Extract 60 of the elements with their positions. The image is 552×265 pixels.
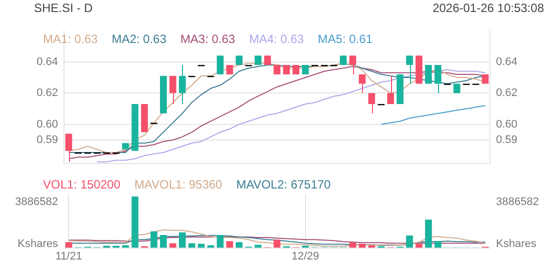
text: Kshares <box>496 238 536 250</box>
bar <box>416 244 422 248</box>
bar <box>254 244 262 248</box>
bar <box>160 234 167 248</box>
bar <box>226 241 234 248</box>
candlestick <box>236 55 243 66</box>
bar <box>434 241 442 248</box>
bar <box>349 242 356 248</box>
y-tick-label: 0.59 <box>36 134 58 146</box>
chart-subtitle: 2026-01-26 10:53:08 <box>432 1 544 15</box>
candlestick <box>434 64 442 94</box>
bar <box>178 232 186 248</box>
bar <box>425 220 432 248</box>
y2-tick-label: 0.60 <box>496 118 518 130</box>
bar <box>169 243 176 248</box>
candlestick <box>358 74 366 94</box>
bar <box>216 234 224 248</box>
text: MAVOL1: 95360 <box>134 177 223 192</box>
text: MA1: 0.63 <box>43 32 98 46</box>
candlestick <box>169 75 176 105</box>
text: MA3: 0.63 <box>180 32 236 46</box>
candlestick <box>254 55 262 66</box>
text: MA4: 0.63 <box>249 32 304 46</box>
bar <box>188 243 196 248</box>
candlestick <box>340 55 347 66</box>
y-tick-label: 0.64 <box>36 56 58 68</box>
bar <box>198 244 205 248</box>
candlestick <box>216 55 224 75</box>
candlestick <box>178 64 186 105</box>
candlestick <box>406 55 413 84</box>
text: 3886582 <box>15 196 58 208</box>
bar <box>406 236 413 248</box>
bar <box>368 245 376 248</box>
bar <box>150 231 158 248</box>
series-label: VOL1: 150200 <box>43 177 121 192</box>
text: MAVOL2: 675170 <box>236 177 332 192</box>
candlestick <box>349 55 356 75</box>
text: Kshares <box>18 238 58 250</box>
bar <box>274 240 280 248</box>
candlestick <box>387 75 394 105</box>
bar <box>207 245 214 248</box>
y2-tick-label: 0.59 <box>496 134 518 146</box>
x-tick-label: 11/21 <box>55 250 82 262</box>
candlestick <box>65 133 72 162</box>
bar <box>65 242 72 248</box>
y2-tick-label: 0.62 <box>496 87 518 100</box>
text: MA2: 0.63 <box>112 32 167 46</box>
bar <box>358 244 366 248</box>
y-tick-label: 0.62 <box>36 87 58 100</box>
candlestick <box>368 92 376 114</box>
bar <box>236 242 243 248</box>
text: MA5: 0.61 <box>318 32 373 46</box>
x-tick-label: 12/29 <box>292 250 320 262</box>
text: 3886582 <box>496 196 539 208</box>
candlestick <box>264 55 271 66</box>
y2-tick-label: 0.64 <box>496 56 518 68</box>
y-tick-label: 0.60 <box>36 118 58 130</box>
chart-title: SHE.SI - D <box>34 1 93 15</box>
bar <box>132 196 138 248</box>
bar <box>122 245 129 248</box>
